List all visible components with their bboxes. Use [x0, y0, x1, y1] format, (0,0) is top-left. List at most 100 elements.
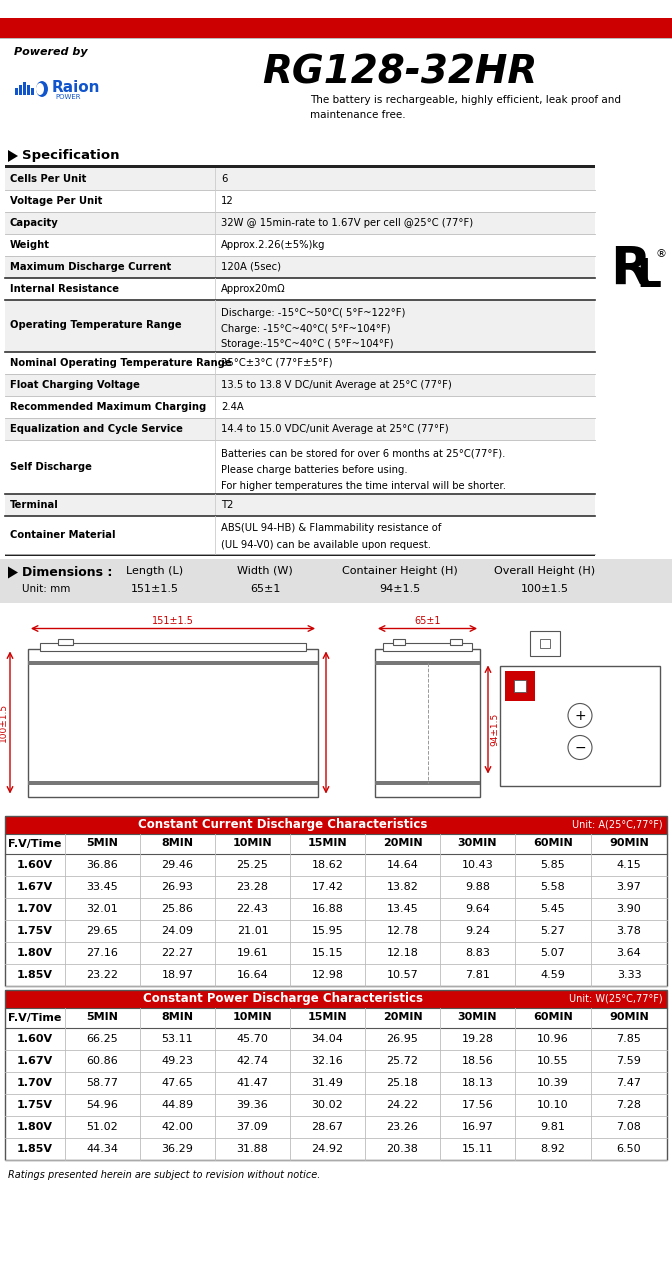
Text: L: L — [636, 257, 661, 294]
Bar — [5, 989, 667, 1160]
Text: 5.58: 5.58 — [541, 882, 565, 891]
Text: −: − — [574, 741, 586, 754]
Text: 120A (5sec): 120A (5sec) — [221, 261, 281, 271]
Bar — [450, 639, 462, 645]
Text: Terminal: Terminal — [10, 499, 58, 509]
Text: 41.47: 41.47 — [237, 1078, 269, 1088]
Text: Constant Power Discharge Characteristics: Constant Power Discharge Characteristics — [143, 992, 423, 1005]
Text: 36.86: 36.86 — [87, 859, 118, 869]
Text: Ratings presented herein are subject to revision without notice.: Ratings presented herein are subject to … — [8, 1170, 321, 1179]
Bar — [31, 88, 34, 95]
Text: Raion: Raion — [52, 79, 101, 95]
Text: 20MIN: 20MIN — [382, 1012, 422, 1023]
Text: 19.28: 19.28 — [462, 1033, 493, 1043]
Bar — [383, 643, 472, 650]
Bar — [5, 211, 595, 233]
Text: 2.4A: 2.4A — [221, 402, 244, 411]
Text: 31.88: 31.88 — [237, 1143, 268, 1153]
Text: 44.34: 44.34 — [87, 1143, 118, 1153]
Text: ®: ® — [655, 250, 667, 259]
Text: Equalization and Cycle Service: Equalization and Cycle Service — [10, 424, 183, 434]
Text: 1.80V: 1.80V — [17, 947, 53, 957]
Text: F.V/Time: F.V/Time — [8, 838, 62, 849]
Text: 10MIN: 10MIN — [233, 838, 272, 849]
Text: 27.16: 27.16 — [87, 947, 118, 957]
Text: Please charge batteries before using.: Please charge batteries before using. — [221, 465, 408, 475]
Text: 18.62: 18.62 — [312, 859, 343, 869]
Text: 94±1.5: 94±1.5 — [490, 713, 499, 746]
Bar — [5, 1071, 667, 1093]
Text: 1.75V: 1.75V — [17, 925, 53, 936]
Text: 1.70V: 1.70V — [17, 904, 53, 914]
Text: 36.29: 36.29 — [161, 1143, 194, 1153]
Text: Constant Current Discharge Characteristics: Constant Current Discharge Characteristi… — [138, 818, 427, 831]
Text: 24.92: 24.92 — [311, 1143, 343, 1153]
Bar — [23, 82, 26, 95]
Bar — [0, 611, 672, 810]
Text: 7.59: 7.59 — [617, 1056, 642, 1065]
Bar — [5, 1007, 667, 1028]
Text: Unit: mm: Unit: mm — [22, 584, 71, 594]
Text: 60MIN: 60MIN — [533, 1012, 573, 1023]
Text: 21.01: 21.01 — [237, 925, 268, 936]
Text: 14.64: 14.64 — [386, 859, 419, 869]
Text: +: + — [574, 709, 586, 722]
Text: 22.27: 22.27 — [161, 947, 194, 957]
Text: 5.45: 5.45 — [541, 904, 565, 914]
Bar — [5, 256, 595, 278]
Ellipse shape — [36, 83, 44, 95]
Text: 151±1.5: 151±1.5 — [131, 584, 179, 594]
Text: 3.78: 3.78 — [617, 925, 642, 936]
Bar — [28, 649, 318, 796]
Text: 26.93: 26.93 — [161, 882, 194, 891]
Text: 18.97: 18.97 — [161, 969, 194, 979]
Bar — [5, 1028, 667, 1050]
Text: 16.97: 16.97 — [462, 1121, 493, 1132]
Text: 20MIN: 20MIN — [382, 838, 422, 849]
Text: 100±1.5: 100±1.5 — [0, 703, 8, 742]
Text: 24.09: 24.09 — [161, 925, 194, 936]
Text: 1.75V: 1.75V — [17, 1100, 53, 1110]
Text: 7.47: 7.47 — [616, 1078, 642, 1088]
Text: 15MIN: 15MIN — [308, 838, 347, 849]
Bar — [0, 18, 672, 38]
Text: 29.46: 29.46 — [161, 859, 194, 869]
Text: Cells Per Unit: Cells Per Unit — [10, 174, 87, 183]
Bar — [5, 417, 595, 439]
Text: Discharge: -15°C~50°C( 5°F~122°F): Discharge: -15°C~50°C( 5°F~122°F) — [221, 308, 405, 319]
Text: 14.4 to 15.0 VDC/unit Average at 25°C (77°F): 14.4 to 15.0 VDC/unit Average at 25°C (7… — [221, 424, 449, 434]
Bar — [5, 278, 595, 300]
Text: 10.43: 10.43 — [462, 859, 493, 869]
Text: 17.56: 17.56 — [462, 1100, 493, 1110]
Bar — [5, 516, 595, 553]
Bar — [375, 649, 480, 796]
Bar — [5, 964, 667, 986]
Ellipse shape — [35, 79, 49, 99]
Text: 30MIN: 30MIN — [458, 838, 497, 849]
Text: 22.43: 22.43 — [237, 904, 269, 914]
Bar — [5, 168, 595, 189]
Text: 1.67V: 1.67V — [17, 882, 53, 891]
Text: 1.67V: 1.67V — [17, 1056, 53, 1065]
Bar — [514, 680, 526, 691]
Text: Powered by: Powered by — [14, 47, 87, 58]
Text: RG128-32HR: RG128-32HR — [262, 52, 538, 91]
Bar — [5, 300, 595, 352]
Text: 19.61: 19.61 — [237, 947, 268, 957]
Text: 12.78: 12.78 — [386, 925, 419, 936]
Text: Batteries can be stored for over 6 months at 25°C(77°F).: Batteries can be stored for over 6 month… — [221, 449, 505, 460]
Bar — [5, 876, 667, 897]
Polygon shape — [8, 567, 18, 579]
Text: 1.85V: 1.85V — [17, 969, 53, 979]
Text: Container Height (H): Container Height (H) — [342, 566, 458, 576]
Text: 12.18: 12.18 — [386, 947, 419, 957]
Bar — [500, 666, 660, 786]
Bar — [5, 942, 667, 964]
Text: 23.22: 23.22 — [87, 969, 118, 979]
Text: 60.86: 60.86 — [87, 1056, 118, 1065]
Text: 8MIN: 8MIN — [161, 838, 194, 849]
Text: 33.45: 33.45 — [87, 882, 118, 891]
Text: 9.88: 9.88 — [465, 882, 490, 891]
Text: 8.83: 8.83 — [465, 947, 490, 957]
Text: 53.11: 53.11 — [162, 1033, 194, 1043]
